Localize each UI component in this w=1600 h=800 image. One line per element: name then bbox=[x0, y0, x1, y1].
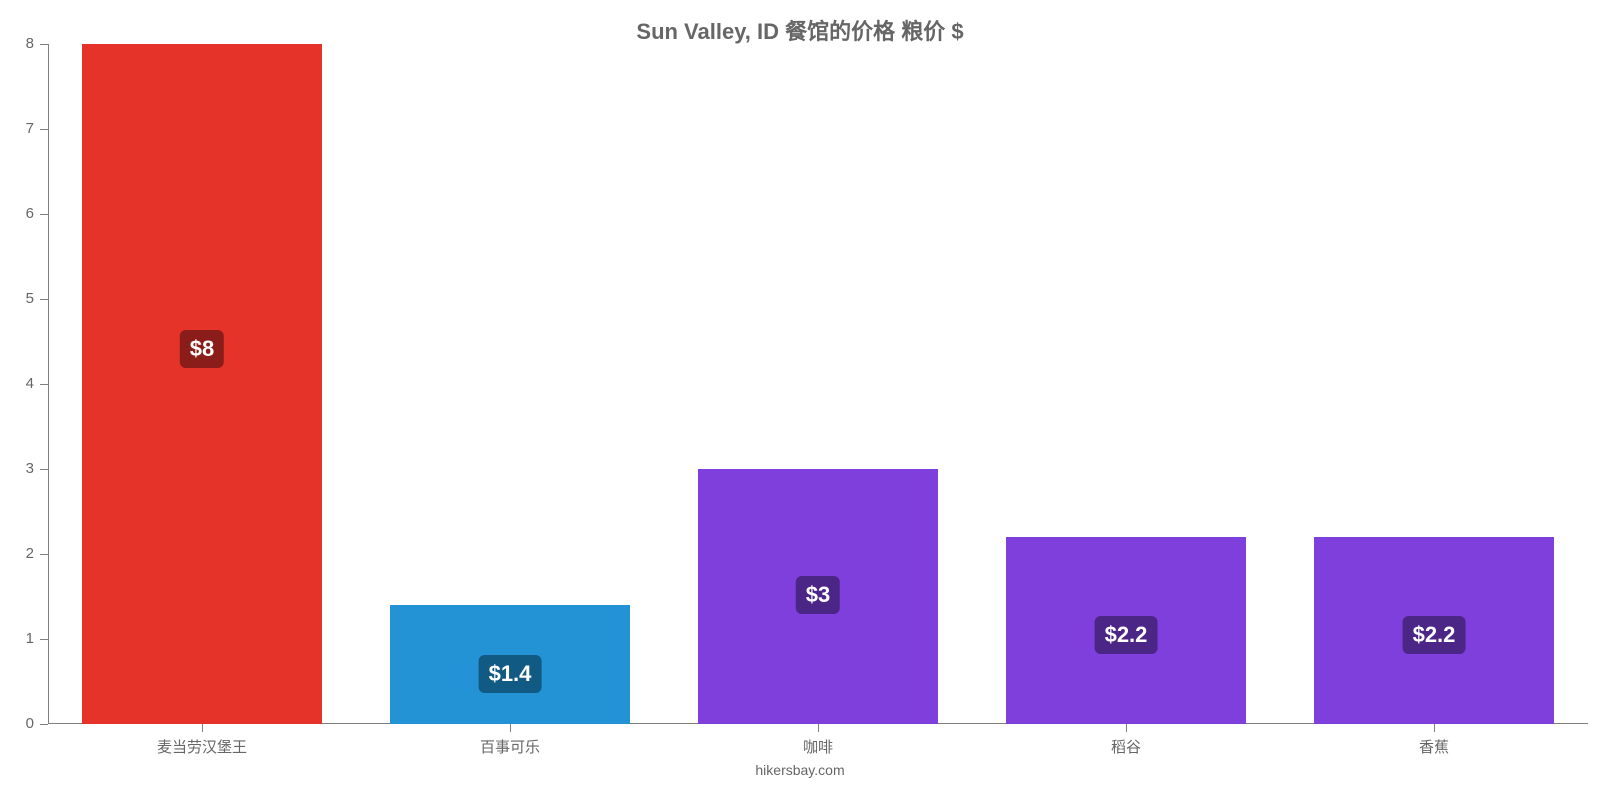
y-tick-label: 7 bbox=[4, 120, 34, 137]
y-tick bbox=[40, 724, 48, 725]
x-tick-label: 咖啡 bbox=[803, 736, 833, 757]
bar-value-label: $2.2 bbox=[1403, 616, 1466, 654]
bar bbox=[82, 44, 322, 724]
x-tick-label: 香蕉 bbox=[1419, 736, 1449, 757]
y-axis bbox=[48, 44, 49, 724]
bar-value-label: $1.4 bbox=[479, 655, 542, 693]
y-tick bbox=[40, 299, 48, 300]
chart-credit: hikersbay.com bbox=[755, 762, 844, 778]
x-tick bbox=[1434, 724, 1435, 732]
x-tick bbox=[1126, 724, 1127, 732]
y-tick bbox=[40, 639, 48, 640]
y-tick bbox=[40, 214, 48, 215]
y-tick-label: 2 bbox=[4, 545, 34, 562]
plot-area: 012345678 $8$1.4$3$2.2$2.2 麦当劳汉堡王百事可乐咖啡稻… bbox=[48, 44, 1588, 724]
y-tick-label: 1 bbox=[4, 630, 34, 647]
x-tick-label: 麦当劳汉堡王 bbox=[157, 736, 247, 757]
y-tick-label: 0 bbox=[4, 715, 34, 732]
y-tick-label: 4 bbox=[4, 375, 34, 392]
x-tick bbox=[202, 724, 203, 732]
x-tick-label: 百事可乐 bbox=[480, 736, 540, 757]
x-tick-label: 稻谷 bbox=[1111, 736, 1141, 757]
y-tick bbox=[40, 554, 48, 555]
bar-value-label: $2.2 bbox=[1095, 616, 1158, 654]
y-tick-label: 8 bbox=[4, 35, 34, 52]
y-tick bbox=[40, 384, 48, 385]
chart-title: Sun Valley, ID 餐馆的价格 粮价 $ bbox=[0, 0, 1600, 46]
chart-container: Sun Valley, ID 餐馆的价格 粮价 $ 0 1 2 3 4 5 6 7 8 $8 $1… bbox=[0, 0, 1600, 800]
y-tick-label: 3 bbox=[4, 460, 34, 477]
y-tick bbox=[40, 44, 48, 45]
y-tick-label: 5 bbox=[4, 290, 34, 307]
x-tick bbox=[818, 724, 819, 732]
bar-value-label: $8 bbox=[180, 330, 224, 368]
bar-value-label: $3 bbox=[796, 576, 840, 614]
x-tick bbox=[510, 724, 511, 732]
y-tick bbox=[40, 129, 48, 130]
y-tick bbox=[40, 469, 48, 470]
y-tick-label: 6 bbox=[4, 205, 34, 222]
